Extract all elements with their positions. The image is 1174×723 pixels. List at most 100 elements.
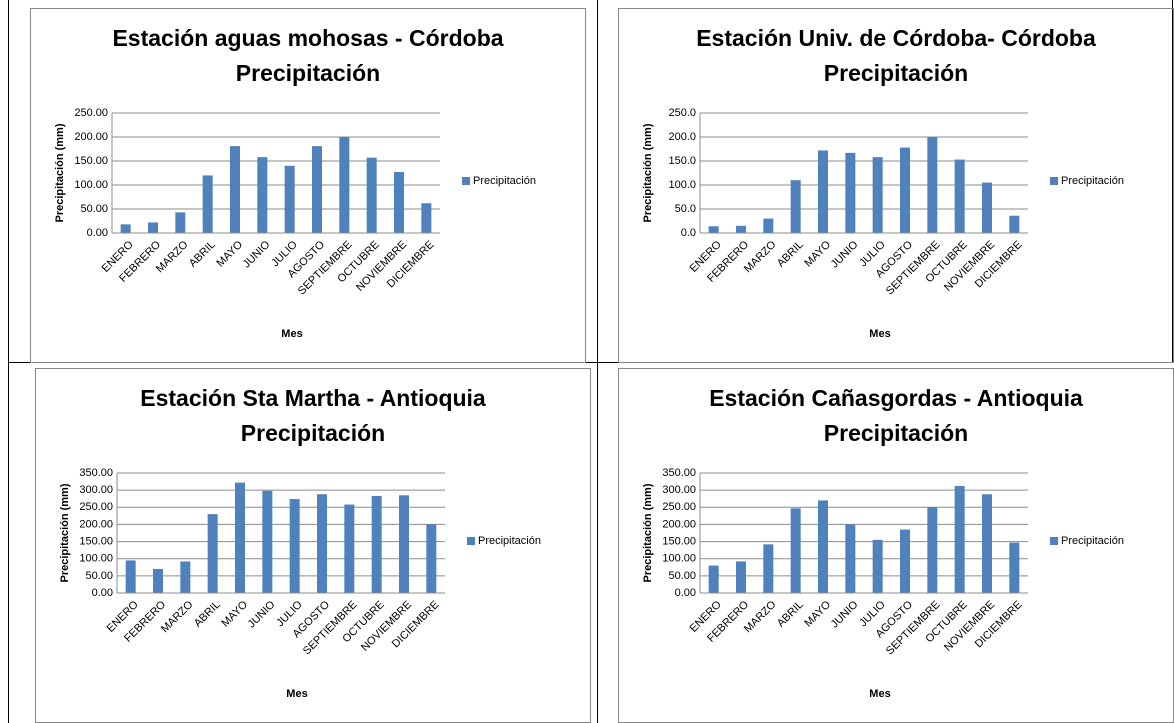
x-tick-label: JUNIO	[241, 238, 273, 270]
chart-title: Estación Univ. de Córdoba- Córdoba	[696, 25, 1096, 51]
bar	[708, 226, 719, 233]
y-tick-label: 0.00	[92, 587, 113, 599]
bar	[312, 146, 322, 233]
x-tick-label: JUNIO	[829, 238, 861, 270]
y-tick-label: 50.0	[675, 203, 696, 215]
bar	[317, 494, 327, 593]
y-tick-label: 200.00	[79, 518, 113, 530]
y-tick-label: 200.00	[662, 518, 696, 530]
bar	[818, 500, 828, 593]
x-tick-label: MAYO	[802, 238, 833, 269]
bar	[954, 486, 965, 593]
y-tick-label: 0.0	[681, 227, 696, 239]
y-tick-label: 200.00	[74, 131, 108, 143]
x-tick-label: MAYO	[802, 598, 833, 629]
bar	[1009, 215, 1020, 233]
x-axis-label: Mes	[281, 328, 302, 340]
bar	[845, 524, 856, 593]
bar	[982, 182, 992, 233]
bar	[289, 499, 300, 593]
bar	[900, 529, 910, 593]
bar	[421, 203, 432, 233]
x-tick-label: ABRIL	[775, 239, 806, 270]
bar	[1009, 542, 1020, 593]
legend-swatch	[467, 537, 475, 545]
y-axis-label: Precipitación (mm)	[54, 123, 66, 222]
legend-label: Precipitación	[473, 175, 536, 187]
chart-title: Estación aguas mohosas - Córdoba	[112, 25, 503, 51]
bar	[708, 565, 719, 593]
bar	[426, 524, 437, 593]
y-tick-label: 350.00	[79, 467, 113, 479]
bar	[153, 569, 163, 593]
bar	[763, 218, 774, 233]
y-tick-label: 350.00	[662, 467, 696, 479]
x-axis-label: Mes	[869, 328, 890, 340]
y-tick-label: 300.00	[662, 484, 696, 496]
bar	[872, 157, 883, 233]
x-tick-label: ABRIL	[187, 239, 218, 270]
chart-subtitle: Precipitación	[236, 60, 380, 86]
chart: Estación Sta Martha - Antioquia Precipita…	[35, 368, 591, 723]
legend-swatch	[1050, 537, 1058, 545]
chart: Estación aguas mohosas - Córdoba Precipit…	[30, 8, 586, 363]
bar	[202, 175, 213, 233]
y-tick-label: 100.0	[668, 179, 696, 191]
x-axis-label: Mes	[869, 688, 890, 700]
x-tick-label: ABRIL	[192, 599, 223, 630]
y-tick-label: 0.00	[675, 587, 696, 599]
y-tick-label: 150.0	[668, 155, 696, 167]
bar	[736, 225, 746, 233]
y-tick-label: 100.00	[74, 179, 108, 191]
legend-label: Precipitación	[478, 535, 541, 547]
legend-label: Precipitación	[1061, 175, 1124, 187]
bar	[982, 494, 992, 593]
bar	[235, 482, 245, 593]
bar	[736, 561, 746, 593]
bar	[120, 224, 131, 233]
bar	[284, 165, 295, 233]
bar	[763, 544, 774, 593]
y-tick-label: 0.00	[87, 227, 108, 239]
legend-swatch	[1050, 177, 1058, 185]
bar	[344, 504, 355, 593]
chart: Estación Cañasgordas - Antioquia Precipit…	[618, 368, 1174, 723]
y-tick-label: 100.00	[79, 553, 113, 565]
y-tick-label: 150.00	[662, 535, 696, 547]
bar	[207, 514, 218, 593]
y-axis-label: Precipitación (mm)	[642, 123, 654, 222]
y-tick-label: 50.00	[668, 570, 696, 582]
x-tick-label: MAYO	[219, 598, 250, 629]
bar	[927, 137, 938, 233]
bar	[927, 507, 938, 593]
y-tick-label: 250.00	[74, 107, 108, 119]
bar	[399, 495, 409, 593]
bar	[954, 159, 965, 233]
y-tick-label: 300.00	[79, 484, 113, 496]
bar	[371, 495, 382, 593]
y-tick-label: 200.0	[668, 131, 696, 143]
bar	[262, 490, 273, 593]
bar	[900, 147, 910, 233]
chart-subtitle: Precipitación	[241, 420, 385, 446]
bar	[790, 180, 801, 233]
chart-frame	[30, 8, 586, 363]
y-tick-label: 250.0	[668, 107, 696, 119]
bar	[845, 152, 856, 233]
legend-label: Precipitación	[1061, 535, 1124, 547]
bar	[175, 212, 186, 233]
x-tick-label: ABRIL	[775, 599, 806, 630]
legend-swatch	[462, 177, 470, 185]
y-axis-label: Precipitación (mm)	[59, 483, 71, 582]
x-axis-label: Mes	[286, 688, 307, 700]
chart-subtitle: Precipitación	[824, 420, 968, 446]
chart-title: Estación Cañasgordas - Antioquia	[709, 385, 1083, 411]
y-tick-label: 50.00	[85, 570, 113, 582]
bar	[257, 157, 268, 233]
bar	[148, 222, 158, 233]
x-tick-label: JUNIO	[829, 598, 861, 630]
bar	[790, 508, 801, 593]
y-tick-label: 50.00	[80, 203, 108, 215]
bar	[339, 137, 350, 233]
